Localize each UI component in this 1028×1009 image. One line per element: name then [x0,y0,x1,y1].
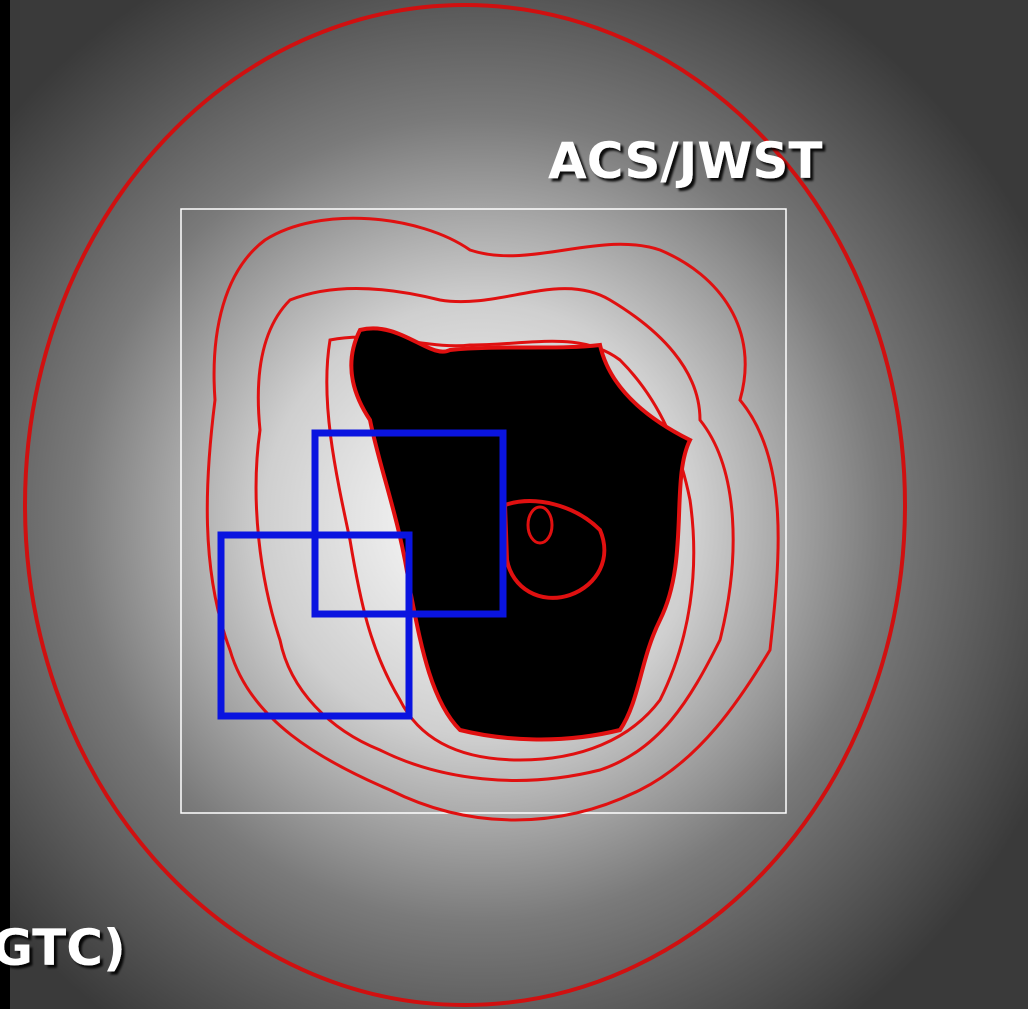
telescope-label: GTC) [0,919,126,977]
page: ACS/JWST GTC) (() => { const data = JSON… [0,0,1028,1009]
instrument-label: ACS/JWST [548,132,822,190]
nucleus [528,507,552,543]
image: ACS/JWST GTC) [0,0,1028,1009]
